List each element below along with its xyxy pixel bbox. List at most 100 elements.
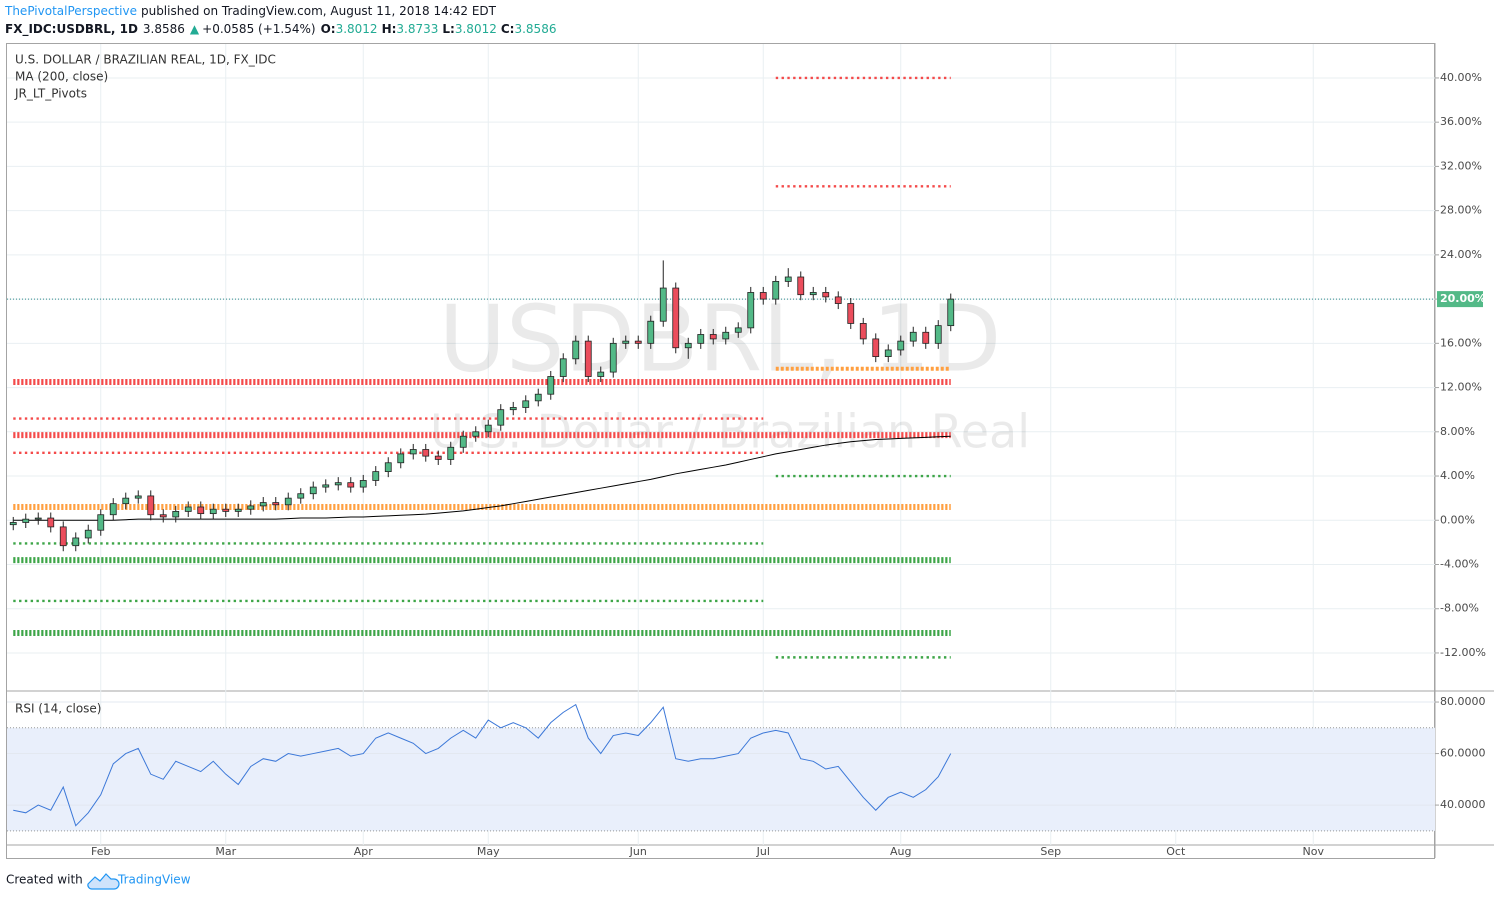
chart-frame [6, 43, 1435, 859]
x-tick-label: May [477, 845, 500, 858]
candle-body [784, 276, 792, 282]
candle-body [847, 303, 855, 324]
candle-body [209, 508, 217, 515]
candle-body [434, 455, 442, 460]
candle-body [872, 338, 880, 358]
close: 3.8586 [514, 22, 556, 36]
candle-body [809, 292, 817, 296]
y-tick-label: 4.00% [1440, 469, 1475, 482]
candle-body [584, 340, 592, 377]
last: 3.8586 [143, 22, 185, 36]
candle-body [447, 446, 455, 460]
candle-body [297, 493, 305, 499]
candle-body [497, 409, 505, 426]
y-tick-label: 8.00% [1440, 425, 1475, 438]
candle-body [534, 393, 542, 402]
low-label: L: [442, 22, 454, 36]
y-tick-label: 60.0000 [1440, 747, 1486, 760]
watermark-description: U.S. Dollar / Brazilian Real [430, 405, 1030, 459]
candle-body [259, 502, 267, 507]
candle-body [634, 340, 642, 344]
candle-body [109, 503, 117, 516]
rsi-line [13, 703, 952, 827]
author[interactable]: ThePivotalPerspective [4, 4, 137, 18]
y-tick-label: 28.00% [1440, 204, 1482, 217]
candle-body [547, 376, 555, 395]
candle-body [897, 340, 905, 351]
candle-body [559, 358, 567, 377]
candle-body [147, 495, 155, 516]
candle-body [522, 400, 530, 408]
candle-body [384, 462, 392, 473]
change: +0.0585 (+1.54%) [202, 22, 315, 36]
candle-body [159, 514, 167, 518]
candle-body [659, 287, 667, 322]
legend-rsi: RSI (14, close) [15, 702, 101, 716]
candle-body [459, 435, 467, 448]
high: 3.8733 [396, 22, 438, 36]
candle-body [134, 495, 142, 499]
close-label: C: [501, 22, 515, 36]
candle-body [922, 331, 930, 344]
candle-body [572, 340, 580, 360]
candle-body [734, 327, 742, 333]
candle-body [834, 296, 842, 304]
high-label: H: [382, 22, 397, 36]
x-tick-label: Jul [756, 845, 770, 858]
legend-ma: MA (200, close) [15, 70, 108, 84]
candle-body [622, 340, 630, 344]
candle-body [759, 292, 767, 300]
x-tick-label: Nov [1303, 845, 1325, 858]
last-price-badge [1437, 291, 1483, 308]
candle-body [234, 508, 242, 512]
candle-body [934, 325, 942, 344]
y-tick-label: 40.00% [1440, 71, 1482, 84]
candle-body [884, 349, 892, 358]
x-tick-label: Jun [629, 845, 647, 858]
candle-body [122, 497, 130, 505]
watermark-symbol: USDBRL, 1D [439, 285, 1002, 392]
x-tick-label: Oct [1166, 845, 1186, 858]
x-tick-label: Aug [890, 845, 911, 858]
candle-body [822, 292, 830, 298]
last-price-label: 20.00% [1440, 292, 1486, 305]
candle-body [509, 407, 517, 411]
legend-pivots: JR_LT_Pivots [14, 87, 87, 101]
footer-created: Created with [6, 873, 83, 887]
candle-body [859, 323, 867, 340]
y-tick-label: 0.00% [1440, 513, 1475, 526]
y-tick-label: 40.0000 [1440, 798, 1486, 811]
ma-line [13, 435, 951, 521]
candle-body [222, 508, 230, 512]
candle-body [422, 449, 430, 457]
footer-brand[interactable]: TradingView [117, 873, 191, 887]
candle-body [409, 449, 417, 455]
candle-body [372, 471, 380, 481]
grid [7, 44, 1435, 845]
candle-body [947, 298, 955, 327]
candle-body [247, 505, 255, 510]
candle-body [172, 511, 180, 518]
symbol: FX_IDC:USDBRL, 1D [5, 22, 138, 37]
candle-body [672, 287, 680, 349]
candle-body [334, 482, 342, 486]
candle-body [909, 331, 917, 342]
y-tick-label: -8.00% [1440, 602, 1479, 615]
candle-body [359, 480, 367, 488]
candle-body [84, 529, 92, 539]
candle-body [709, 334, 717, 340]
candle-body [484, 424, 492, 433]
low: 3.8012 [455, 22, 497, 36]
candle-body [797, 276, 805, 296]
candle-body [59, 526, 67, 547]
legend-title: U.S. DOLLAR / BRAZILIAN REAL, 1D, FX_IDC [15, 53, 276, 67]
candle-body [97, 514, 105, 531]
candle-body [272, 502, 280, 506]
y-tick-label: 12.00% [1440, 381, 1482, 394]
candle-body [184, 506, 192, 512]
candle-body [722, 331, 730, 340]
y-tick-label: 80.0000 [1440, 695, 1486, 708]
candle-body [197, 506, 205, 515]
